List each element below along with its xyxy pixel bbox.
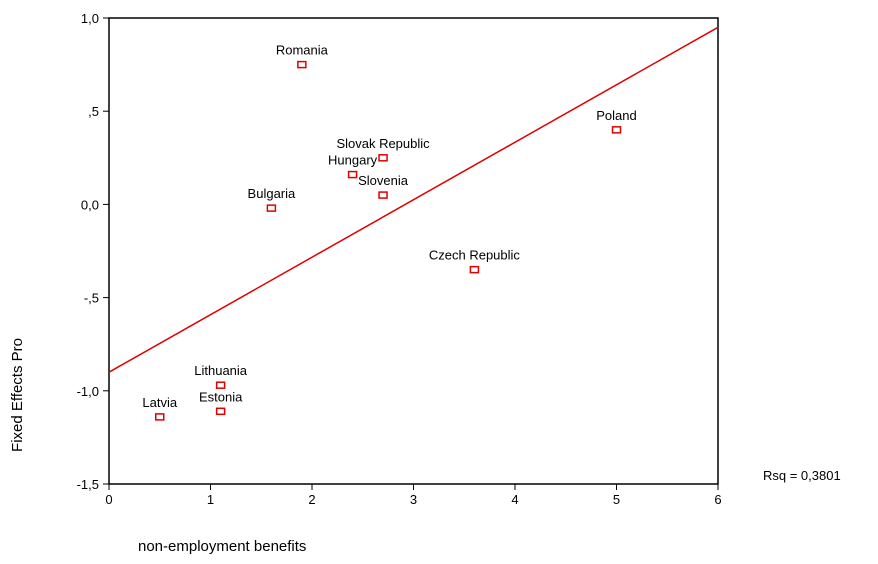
data-point-label: Slovak Republic: [336, 136, 430, 151]
data-point-marker: [378, 154, 388, 162]
x-tick-label: 6: [714, 492, 721, 507]
data-point-label: Bulgaria: [248, 186, 296, 201]
y-tick-label: ,5: [88, 104, 99, 119]
y-tick-label: -1,0: [77, 384, 99, 399]
data-point-label: Slovenia: [358, 173, 409, 188]
data-point-label: Romania: [276, 43, 329, 58]
data-point-label: Latvia: [142, 395, 177, 410]
data-point-marker: [215, 407, 226, 416]
data-point-marker: [215, 381, 226, 389]
data-point-label: Hungary: [328, 153, 378, 168]
data-point-label: Czech Republic: [429, 248, 521, 263]
y-tick-label: 0,0: [81, 197, 99, 212]
x-tick-label: 0: [105, 492, 112, 507]
y-axis-ticks: 1,0 ,5 0,0 -,5 -1,0 -1,5: [77, 11, 109, 492]
data-point-marker: [378, 191, 388, 199]
x-tick-label: 5: [613, 492, 620, 507]
x-axis-ticks: 0 1 2 3 4 5 6: [105, 484, 722, 507]
y-axis-label: Fixed Effects Pro: [9, 338, 26, 452]
x-tick-label: 3: [410, 492, 417, 507]
y-tick-label: -1,5: [77, 477, 99, 492]
data-point-marker: [611, 126, 622, 134]
data-point-marker: [155, 413, 165, 421]
regression-line: [108, 26, 719, 373]
data-point-marker: [297, 60, 307, 69]
y-tick-label: 1,0: [81, 11, 99, 26]
x-tick-label: 1: [207, 492, 214, 507]
data-point-label: Estonia: [199, 389, 243, 404]
data-point-label: Lithuania: [194, 363, 248, 378]
data-point-marker: [266, 204, 277, 212]
x-axis-label: non-employment benefits: [138, 538, 306, 555]
rsq-annotation: Rsq = 0,3801: [763, 468, 841, 483]
data-points: Romania Poland Slovak Republic Hungary Slove…: [142, 43, 637, 421]
data-point-marker: [347, 170, 358, 179]
data-point-label: Poland: [596, 108, 636, 123]
x-tick-label: 2: [308, 492, 315, 507]
y-tick-label: -,5: [84, 291, 99, 306]
plot-frame: [108, 17, 719, 485]
x-tick-label: 4: [511, 492, 518, 507]
data-point-marker: [469, 265, 480, 274]
